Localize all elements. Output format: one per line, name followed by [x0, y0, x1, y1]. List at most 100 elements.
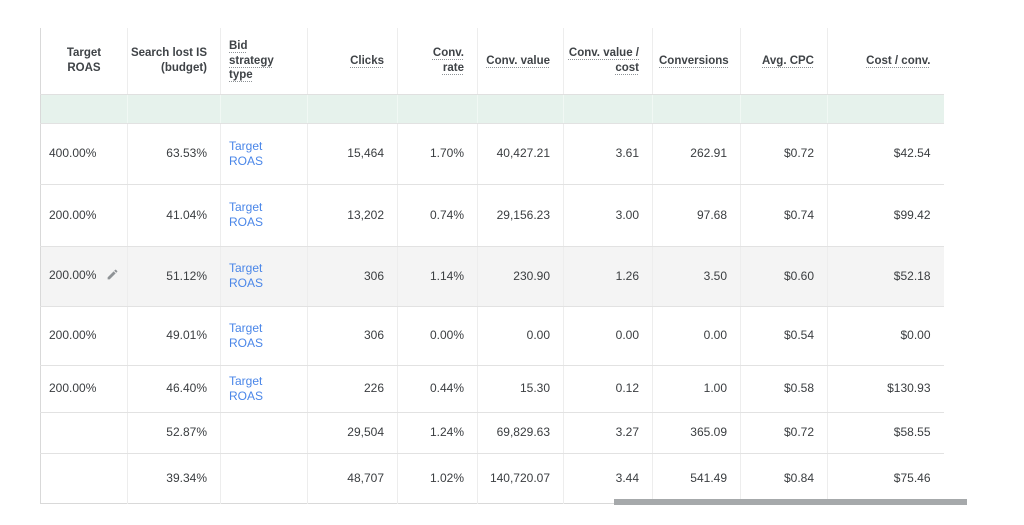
- cell-clicks: 226: [307, 365, 398, 413]
- table-row: 200.00% 46.40% Target ROAS 226 0.44% 15.…: [40, 365, 944, 413]
- target-roas-value: 200.00%: [49, 267, 97, 282]
- cell-conv-rate: 0.44%: [397, 365, 478, 413]
- table-header-row: Target ROAS Search lost IS (budget) Bid …: [40, 28, 944, 95]
- column-header-search-lost-is-budget[interactable]: Search lost IS (budget): [127, 28, 221, 95]
- horizontal-scrollbar-thumb[interactable]: [614, 499, 967, 505]
- cell-conv-value-per-cost: 3.27: [563, 412, 653, 454]
- cell-bid-strategy-type: [220, 412, 308, 454]
- bid-strategy-link[interactable]: Target ROAS: [229, 138, 264, 168]
- cell-conversions: 541.49: [652, 453, 741, 504]
- table-row: 200.00% 49.01% Target ROAS 306 0.00% 0.0…: [40, 306, 944, 366]
- cell-avg-cpc: $0.84: [740, 453, 828, 504]
- filter-cell: [220, 94, 308, 124]
- cell-target-roas: 400.00%: [40, 123, 128, 185]
- column-header-label: Bid strategy type: [229, 39, 274, 82]
- column-header-conv-rate[interactable]: Conv. rate: [397, 28, 478, 95]
- cell-clicks: 15,464: [307, 123, 398, 185]
- cell-conv-rate: 1.70%: [397, 123, 478, 185]
- cell-search-lost-is: 63.53%: [127, 123, 221, 185]
- cell-conversions: 1.00: [652, 365, 741, 413]
- cell-conversions: 262.91: [652, 123, 741, 185]
- cell-cost-per-conv: $58.55: [827, 412, 944, 454]
- filter-cell: [397, 94, 478, 124]
- bid-strategy-link[interactable]: Target ROAS: [229, 200, 264, 230]
- column-header-label: Conv. value / cost: [568, 47, 639, 74]
- cell-conversions: 365.09: [652, 412, 741, 454]
- cell-cost-per-conv: $75.46: [827, 453, 944, 504]
- summary-row: 52.87% 29,504 1.24% 69,829.63 3.27 365.0…: [40, 412, 944, 454]
- cell-avg-cpc: $0.74: [740, 184, 828, 247]
- cell-search-lost-is: 46.40%: [127, 365, 221, 413]
- cell-conv-value-per-cost: 3.44: [563, 453, 653, 504]
- table-row-highlighted: 200.00% 51.12% Target ROAS 306 1.14% 230…: [40, 246, 944, 307]
- cell-search-lost-is: 39.34%: [127, 453, 221, 504]
- cell-search-lost-is: 41.04%: [127, 184, 221, 247]
- summary-row: 39.34% 48,707 1.02% 140,720.07 3.44 541.…: [40, 453, 944, 504]
- cell-conversions: 0.00: [652, 306, 741, 366]
- cell-avg-cpc: $0.54: [740, 306, 828, 366]
- column-header-label: Cost / conv.: [866, 54, 931, 67]
- cell-conv-value-per-cost: 3.00: [563, 184, 653, 247]
- cell-target-roas-editable[interactable]: 200.00%: [40, 246, 128, 307]
- cell-cost-per-conv: $42.54: [827, 123, 944, 185]
- cell-target-roas: 200.00%: [40, 184, 128, 247]
- cell-bid-strategy-type: Target ROAS: [220, 184, 308, 247]
- cell-bid-strategy-type: [220, 453, 308, 504]
- column-header-avg-cpc[interactable]: Avg. CPC: [740, 28, 828, 95]
- cell-conv-rate: 1.02%: [397, 453, 478, 504]
- cell-target-roas: [40, 453, 128, 504]
- cell-clicks: 306: [307, 246, 398, 307]
- cell-avg-cpc: $0.60: [740, 246, 828, 307]
- cell-conv-value: 0.00: [477, 306, 564, 366]
- cell-target-roas: 200.00%: [40, 365, 128, 413]
- filter-row: [40, 94, 944, 124]
- cell-bid-strategy-type: Target ROAS: [220, 246, 308, 307]
- column-header-bid-strategy-type[interactable]: Bid strategy type: [220, 28, 308, 95]
- column-header-target-roas[interactable]: Target ROAS: [40, 28, 128, 95]
- bid-strategy-link[interactable]: Target ROAS: [229, 320, 264, 350]
- column-header-label: Conversions: [659, 54, 729, 67]
- cell-cost-per-conv: $52.18: [827, 246, 944, 307]
- cell-clicks: 48,707: [307, 453, 398, 504]
- cell-cost-per-conv: $130.93: [827, 365, 944, 413]
- cell-conv-value: 69,829.63: [477, 412, 564, 454]
- bid-strategy-link[interactable]: Target ROAS: [229, 261, 264, 291]
- cell-target-roas: 200.00%: [40, 306, 128, 366]
- cell-conv-rate: 1.24%: [397, 412, 478, 454]
- cell-cost-per-conv: $0.00: [827, 306, 944, 366]
- column-header-label: Avg. CPC: [762, 54, 814, 67]
- cell-conv-value: 15.30: [477, 365, 564, 413]
- column-header-label: Target ROAS: [66, 47, 102, 74]
- column-header-cost-per-conv[interactable]: Cost / conv.: [827, 28, 944, 95]
- column-header-conversions[interactable]: Conversions: [652, 28, 741, 95]
- cell-clicks: 13,202: [307, 184, 398, 247]
- column-header-label: Conv. rate: [432, 47, 464, 74]
- cell-conv-value: 29,156.23: [477, 184, 564, 247]
- cell-conv-rate: 1.14%: [397, 246, 478, 307]
- column-header-conv-value[interactable]: Conv. value: [477, 28, 564, 95]
- metrics-table-container: Target ROAS Search lost IS (budget) Bid …: [40, 28, 944, 504]
- table-row: 400.00% 63.53% Target ROAS 15,464 1.70% …: [40, 123, 944, 185]
- bid-strategy-link[interactable]: Target ROAS: [229, 373, 264, 403]
- cell-avg-cpc: $0.72: [740, 412, 828, 454]
- cell-conv-rate: 0.74%: [397, 184, 478, 247]
- cell-conv-value-per-cost: 3.61: [563, 123, 653, 185]
- cell-conv-value: 40,427.21: [477, 123, 564, 185]
- column-header-label: Conv. value: [486, 54, 550, 67]
- cell-avg-cpc: $0.72: [740, 123, 828, 185]
- column-header-conv-value-per-cost[interactable]: Conv. value / cost: [563, 28, 653, 95]
- column-header-clicks[interactable]: Clicks: [307, 28, 398, 95]
- filter-cell: [652, 94, 741, 124]
- cell-cost-per-conv: $99.42: [827, 184, 944, 247]
- cell-conv-value-per-cost: 0.12: [563, 365, 653, 413]
- cell-target-roas: [40, 412, 128, 454]
- cell-bid-strategy-type: Target ROAS: [220, 365, 308, 413]
- column-header-label: Search lost IS (budget): [130, 47, 207, 74]
- cell-conversions: 3.50: [652, 246, 741, 307]
- filter-cell: [740, 94, 828, 124]
- cell-search-lost-is: 52.87%: [127, 412, 221, 454]
- table-row: 200.00% 41.04% Target ROAS 13,202 0.74% …: [40, 184, 944, 247]
- edit-pencil-icon[interactable]: [106, 268, 119, 286]
- cell-conv-value-per-cost: 1.26: [563, 246, 653, 307]
- cell-conv-value: 140,720.07: [477, 453, 564, 504]
